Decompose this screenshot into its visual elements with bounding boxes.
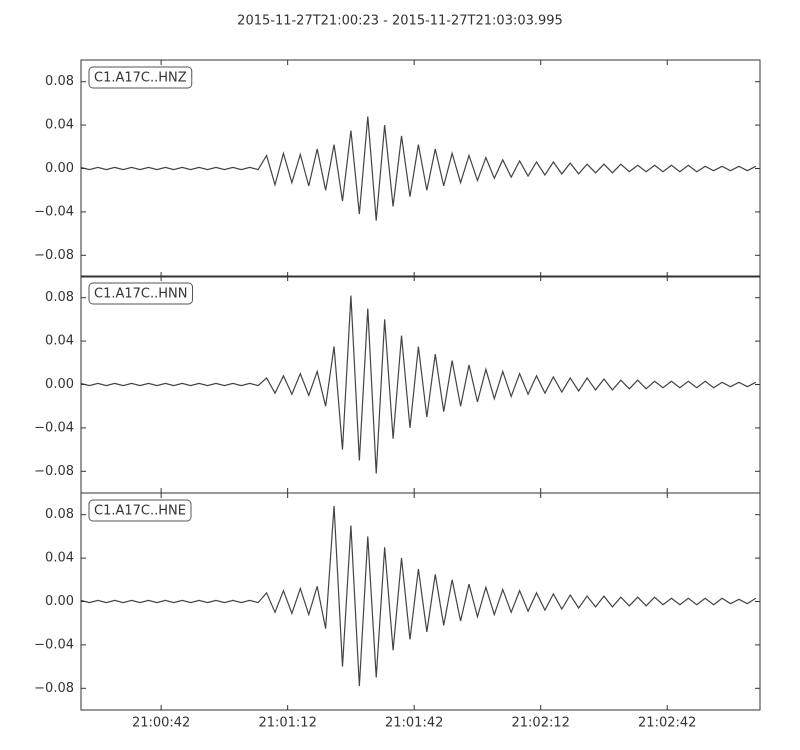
y-tick-label: −0.08 bbox=[34, 681, 74, 696]
trace-label: C1.A17C..HNZ bbox=[94, 71, 187, 86]
label-box bbox=[88, 282, 193, 305]
axes-frame bbox=[80, 492, 761, 711]
y-tick-label: 0.04 bbox=[45, 118, 74, 133]
waveform bbox=[80, 116, 757, 221]
y-tick-label: 0.08 bbox=[45, 290, 74, 305]
waveform bbox=[80, 295, 757, 474]
y-tick-label: −0.04 bbox=[34, 420, 74, 435]
trace-label: C1.A17C..HNN bbox=[94, 287, 187, 302]
x-tick-label: 21:01:42 bbox=[385, 716, 443, 731]
y-tick-label: −0.04 bbox=[34, 637, 74, 652]
y-tick-label: 0.00 bbox=[45, 594, 74, 609]
x-tick-label: 21:02:12 bbox=[512, 716, 570, 731]
x-tick-label: 21:02:42 bbox=[638, 716, 696, 731]
y-tick-label: 0.00 bbox=[45, 377, 74, 392]
label-box bbox=[88, 499, 192, 522]
y-tick-label: 0.08 bbox=[45, 507, 74, 522]
y-tick-label: −0.08 bbox=[34, 248, 74, 263]
label-box bbox=[88, 66, 193, 89]
trace-label: C1.A17C..HNE bbox=[94, 504, 186, 519]
x-tick-label: 21:01:12 bbox=[258, 716, 316, 731]
x-tick-label: 21:00:42 bbox=[132, 716, 190, 731]
y-tick-label: −0.04 bbox=[34, 204, 74, 219]
y-tick-label: 0.04 bbox=[45, 551, 74, 566]
y-tick-label: 0.08 bbox=[45, 74, 74, 89]
y-tick-label: 0.00 bbox=[45, 161, 74, 176]
y-tick-label: −0.08 bbox=[34, 464, 74, 479]
chart-title: 2015-11-27T21:00:23 - 2015-11-27T21:03:0… bbox=[237, 14, 563, 29]
axes-frame bbox=[80, 59, 761, 278]
waveform bbox=[80, 505, 757, 687]
y-tick-label: 0.04 bbox=[45, 334, 74, 349]
